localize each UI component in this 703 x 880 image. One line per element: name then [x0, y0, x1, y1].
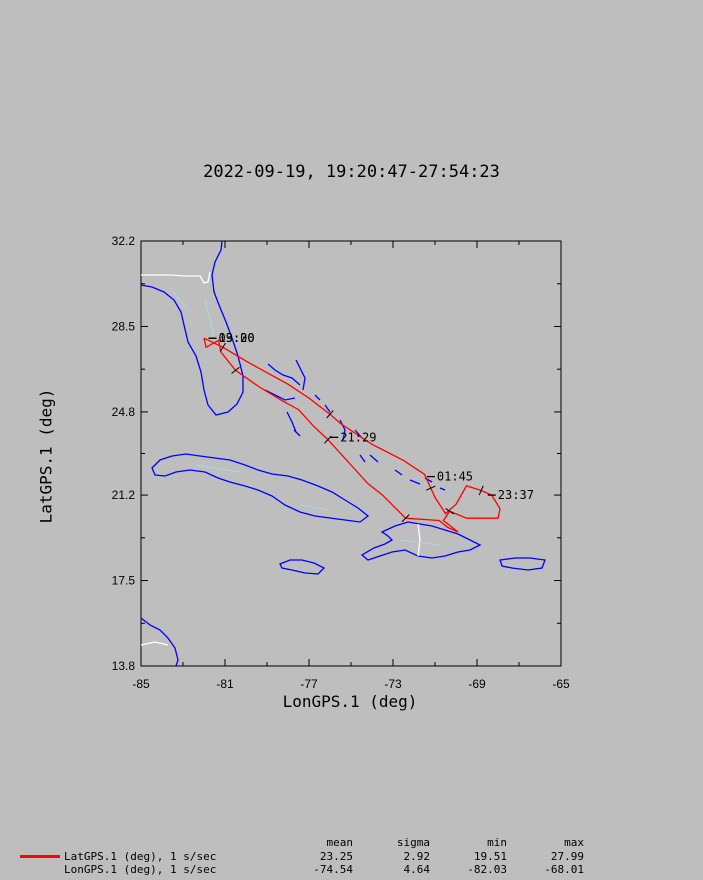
- bahamas-islands: [264, 359, 446, 491]
- track-direction-tick: [401, 514, 410, 523]
- lat-max: 27.99: [550, 850, 584, 863]
- x-tick-label: -81: [216, 677, 234, 691]
- florida-coast: [140, 240, 244, 416]
- time-annotation: 03:00: [219, 331, 255, 345]
- x-tick-label: -69: [468, 677, 486, 691]
- y-tick-label: 32.2: [112, 234, 136, 248]
- legend-label: LatGPS.1 (deg), 1 s/sec: [64, 850, 217, 863]
- lat-mean: 23.25: [319, 850, 353, 863]
- time-annotation: 19:20: [219, 331, 255, 345]
- track-direction-tick: [426, 485, 436, 491]
- jamaica-coast: [279, 559, 326, 575]
- puerto-rico-coast: [499, 557, 546, 571]
- header-min: min: [487, 836, 507, 849]
- y-tick-label: 17.5: [112, 574, 136, 588]
- lat-min: 19.51: [473, 850, 507, 863]
- x-tick-label: -65: [552, 677, 570, 691]
- header-sigma: sigma: [396, 836, 430, 849]
- lat-sigma: 2.92: [403, 850, 431, 863]
- lon-min: -82.03: [467, 863, 507, 876]
- coastlines: [140, 240, 546, 667]
- lon-sigma: 4.64: [403, 863, 431, 876]
- stats-row-lat: LatGPS.1 (deg), 1 s/sec 23.25 2.92 19.51…: [0, 850, 703, 863]
- track-direction-tick: [324, 435, 332, 444]
- time-annotation: 01:45: [437, 470, 473, 484]
- flight-track-line: [203, 337, 501, 533]
- tick-labels: -85 -81 -77 -73 -69 -65 32.2 28.5 24.8 21.2 17.5 13…: [112, 234, 570, 691]
- track-direction-tick: [219, 342, 226, 352]
- stats-row-lon: LonGPS.1 (deg), 1 s/sec -74.54 4.64 -82.…: [0, 863, 703, 876]
- lon-mean: -74.54: [313, 863, 353, 876]
- x-axis-label: LonGPS.1 (deg): [282, 692, 418, 711]
- track-direction-tick: [326, 410, 334, 419]
- lon-max: -68.01: [544, 863, 584, 876]
- header-mean: mean: [326, 836, 354, 849]
- cuba-coast: [151, 453, 370, 523]
- y-tick-label: 28.5: [112, 319, 136, 333]
- plot-frame: [140, 240, 562, 667]
- x-tick-label: -73: [384, 677, 402, 691]
- stats-header-row: mean sigma min max: [0, 836, 703, 849]
- x-tick-label: -85: [132, 677, 150, 691]
- chart-title: 2022-09-19, 19:20:47-27:54:23: [203, 162, 500, 182]
- legend-label: LonGPS.1 (deg), 1 s/sec: [64, 863, 217, 876]
- time-annotation: 21:29: [340, 430, 376, 444]
- y-tick-label: 24.8: [112, 405, 136, 419]
- header-max: max: [564, 836, 584, 849]
- rivers: [171, 289, 441, 546]
- x-tick-label: -77: [300, 677, 318, 691]
- track-direction-tick: [478, 485, 484, 496]
- y-tick-label: 21.2: [112, 488, 136, 502]
- axis-ticks: [140, 240, 562, 667]
- time-annotation: 23:37: [498, 488, 534, 502]
- track-direction-tick: [231, 366, 240, 374]
- y-tick-label: 13.8: [112, 659, 136, 673]
- track-direction-tick: [445, 508, 455, 515]
- hispaniola-coast: [360, 521, 482, 561]
- central-america-coast: [140, 617, 179, 667]
- land-borders: [140, 271, 421, 646]
- legend-line-red: [20, 855, 60, 858]
